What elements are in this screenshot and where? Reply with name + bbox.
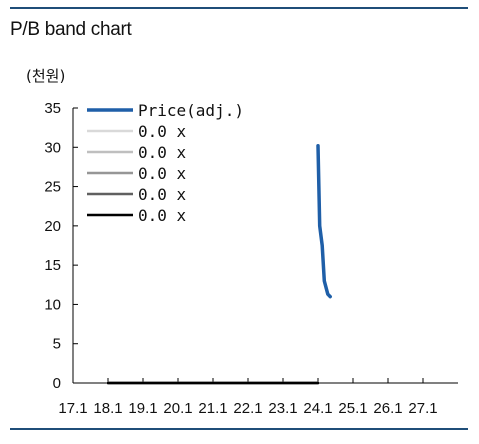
y-axis-unit-label: (천원) [26, 67, 66, 85]
x-tick-label: 17.1 [58, 400, 87, 417]
y-tick-label: 10 [44, 296, 61, 313]
x-tick-label: 18.1 [93, 400, 122, 417]
legend-label: Price(adj.) [138, 101, 244, 120]
legend-label: 0.0 x [138, 122, 187, 141]
legend-label: 0.0 x [138, 185, 187, 204]
x-tick-label: 21.1 [198, 400, 227, 417]
x-tick-label: 19.1 [128, 400, 157, 417]
x-tick-label: 20.1 [163, 400, 192, 417]
chart-title: P/B band chart [10, 19, 132, 40]
y-tick-label: 0 [53, 375, 61, 392]
y-tick-label: 15 [44, 257, 61, 274]
x-tick-label: 22.1 [233, 400, 262, 417]
x-tick-label: 25.1 [338, 400, 367, 417]
x-tick-label: 27.1 [408, 400, 437, 417]
y-tick-label: 20 [44, 218, 61, 235]
x-tick-label: 24.1 [303, 400, 332, 417]
bottom-rule [10, 428, 468, 430]
y-tick-label: 35 [44, 100, 61, 117]
legend-label: 0.0 x [138, 143, 187, 162]
legend-label: 0.0 x [138, 164, 187, 183]
top-rule [10, 7, 468, 9]
x-tick-label: 26.1 [373, 400, 402, 417]
y-tick-label: 30 [44, 139, 61, 156]
x-tick-label: 23.1 [268, 400, 297, 417]
y-tick-label: 5 [53, 336, 61, 353]
legend-label: 0.0 x [138, 206, 187, 225]
y-tick-label: 25 [44, 179, 61, 196]
series-line-price [316, 143, 332, 299]
